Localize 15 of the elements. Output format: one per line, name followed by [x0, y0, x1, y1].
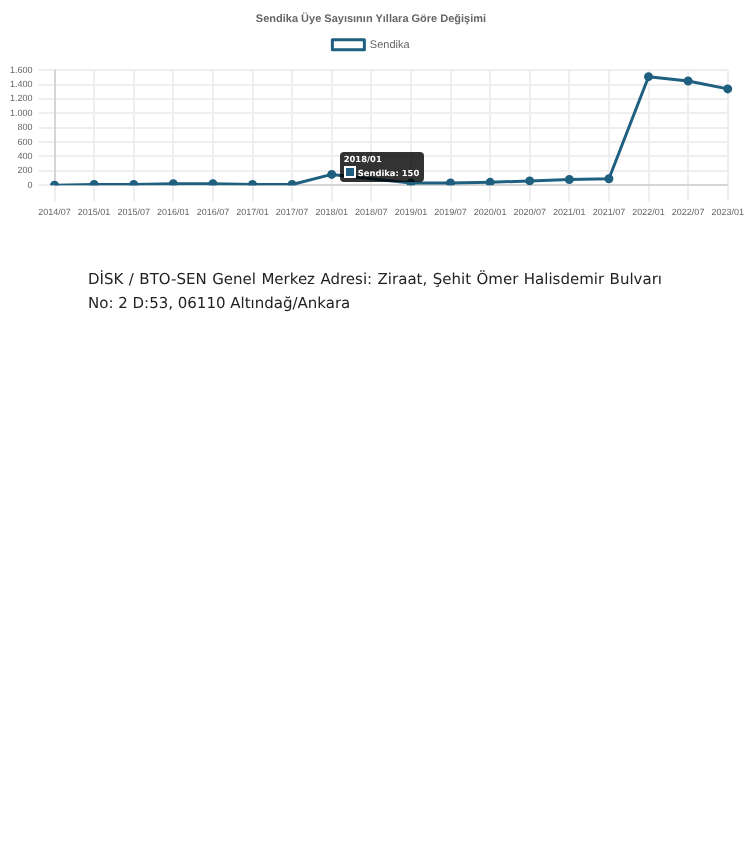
point [287, 179, 297, 186]
point [644, 72, 654, 82]
point [604, 174, 614, 184]
point [564, 174, 574, 184]
point [683, 76, 693, 86]
point [446, 178, 456, 186]
point [327, 169, 337, 179]
point [723, 84, 733, 94]
point [485, 177, 495, 186]
point [525, 176, 535, 186]
point [168, 179, 178, 186]
point [208, 179, 218, 186]
point [89, 179, 99, 186]
point [248, 179, 258, 186]
point [129, 179, 139, 186]
